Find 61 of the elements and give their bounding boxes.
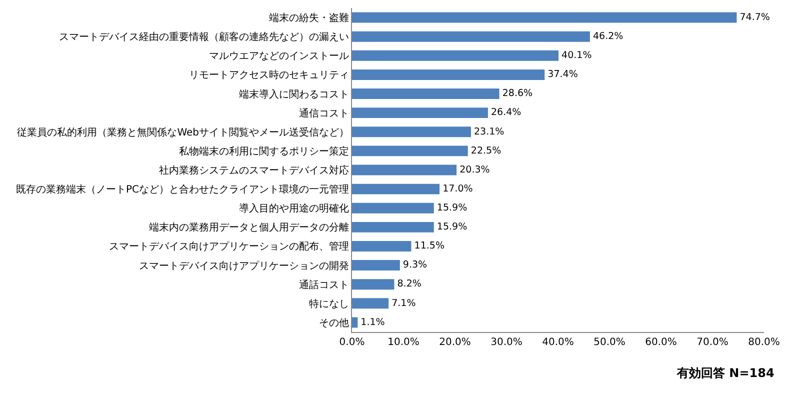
y-tick-label: マルウエアなどのインストール [209,51,349,62]
x-tick-label: 60.0% [645,337,677,348]
x-tick-label: 10.0% [388,337,420,348]
bar [352,146,468,156]
y-tick-label: 既存の業務端末（ノートPCなど）と合わせたクライアント環境の一元管理 [16,184,349,196]
x-tick-label: 80.0% [748,337,780,348]
y-tick-label: 端末の紛失・盗難 [269,12,349,24]
data-label: 26.4% [490,107,522,118]
bar [352,279,394,290]
data-label: 46.2% [592,30,624,42]
data-label: 40.1% [562,50,592,62]
bar [352,50,559,61]
x-tick-label: 20.0% [439,337,471,348]
bar [352,184,440,194]
y-tick-label: 社内業務システムのスマートデバイス対応 [159,164,349,176]
y-tick-label: その他 [319,316,349,329]
y-tick-label: 特になし [309,298,349,310]
y-tick-label: 私物端末の利用に関するポリシー策定 [179,145,349,158]
x-tick-label: 70.0% [696,337,728,348]
x-tick-label: 40.0% [542,337,574,348]
data-label: 9.3% [402,260,428,271]
y-tick-label: 従業員の私的利用（業務と無関係なWebサイト閲覧やメール送受信など） [17,126,349,138]
data-label: 37.4% [548,69,578,80]
bar [352,222,434,232]
y-tick-label: 端末内の業務用データと個人用データの分離 [149,222,349,234]
data-label: 7.1% [392,298,416,309]
bar [352,126,471,138]
bar [352,88,500,100]
data-label: 28.6% [502,88,533,100]
y-tick-label: 通話コスト [299,278,349,291]
x-tick-label: 50.0% [594,337,626,348]
bar [352,202,434,214]
data-label: 1.1% [360,316,385,328]
bar [352,298,389,309]
data-label: 20.3% [460,164,490,176]
data-label: 74.7% [740,12,770,23]
y-tick-label: 通信コスト [299,107,349,120]
data-label: 15.9% [436,222,468,233]
bar [352,69,545,80]
y-tick-label: スマートデバイス向けアプリケーションの配布、管理 [109,240,349,253]
y-tick-label: 端末導入に関わるコスト [239,88,349,100]
x-tick-label: 0.0% [339,337,365,348]
y-tick-label: リモートアクセス時のセキュリティ [189,69,349,82]
x-tick-label: 30.0% [490,337,522,348]
data-label: 22.5% [470,145,502,156]
data-label: 15.9% [436,202,468,214]
bar [352,317,358,328]
y-tick-label: 導入目的や用途の明確化 [239,202,349,215]
bar [352,164,457,176]
data-label: 8.2% [397,278,422,290]
bar [352,260,400,271]
y-tick-label: スマートデバイス経由の重要情報（顧客の連絡先など）の漏えい [59,31,349,44]
bar [352,31,590,42]
data-label: 23.1% [474,126,504,138]
bar [352,240,412,252]
data-label: 11.5% [414,240,444,252]
bar [352,108,488,118]
y-tick-label: スマートデバイス向けアプリケーションの開発 [139,260,349,272]
data-label: 17.0% [442,183,473,194]
bar [352,12,737,23]
text: 有効回答 N=184 [676,366,774,380]
